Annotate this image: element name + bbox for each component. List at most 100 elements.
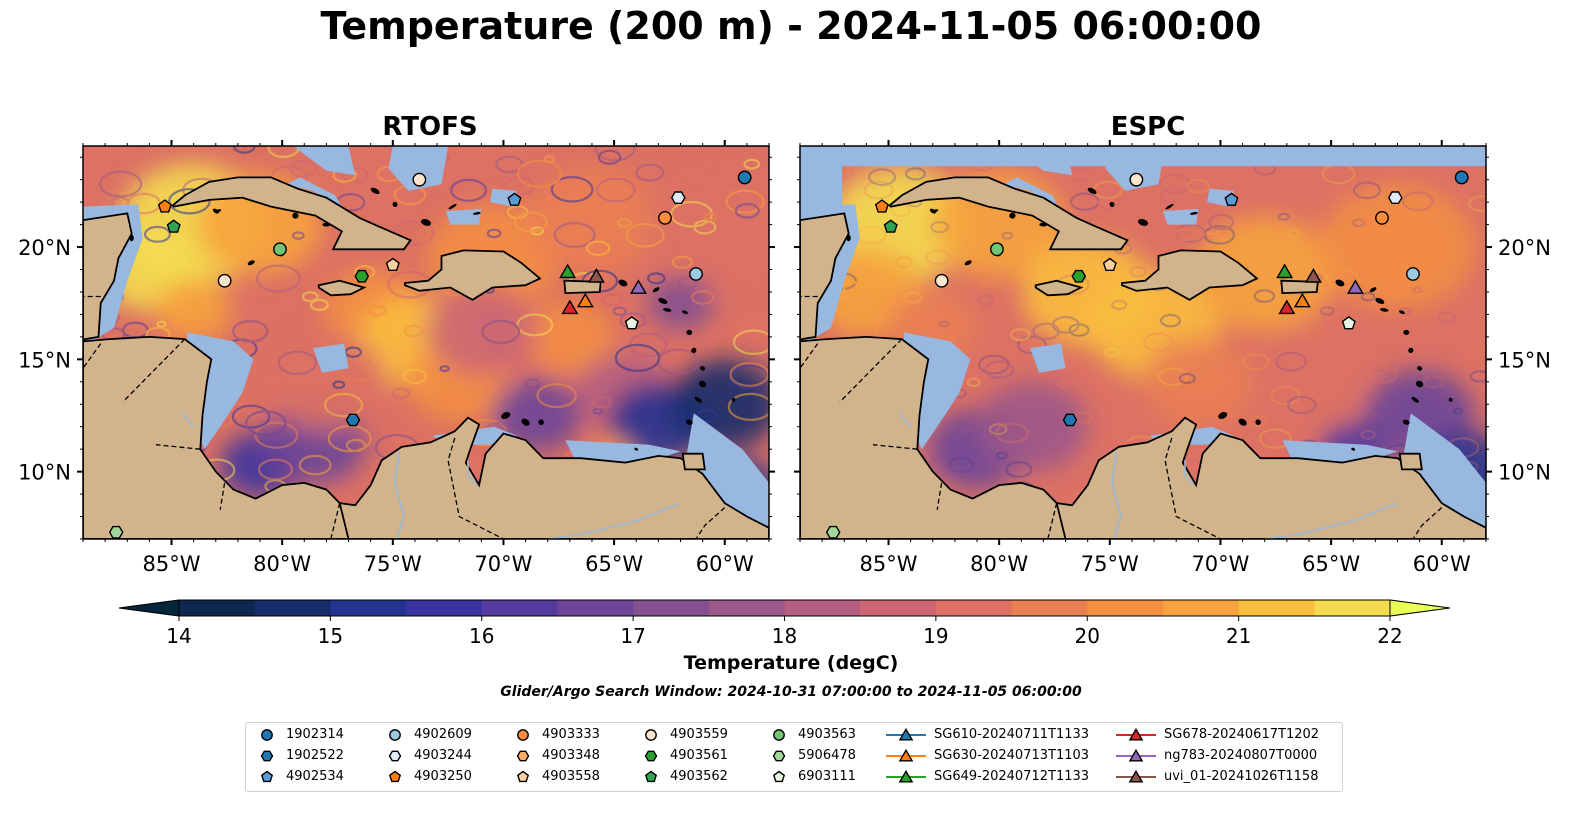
obs-marker	[1375, 210, 1389, 225]
legend-marker-triangle	[1128, 727, 1144, 741]
land-cuba	[171, 176, 412, 251]
obs-marker	[874, 199, 889, 213]
legend-label: 4903558	[542, 769, 600, 784]
legend-label: 1902314	[286, 727, 344, 742]
figure-title: Temperature (200 m) - 2024-11-05 06:00:0…	[320, 4, 1262, 48]
legend-marker-circle	[517, 729, 529, 741]
legend-swatch	[886, 748, 926, 762]
colorbar-tick-label: 17	[620, 624, 645, 648]
land-yucatan	[83, 212, 133, 343]
colorbar-segment	[1314, 600, 1391, 616]
temperature-patch	[977, 381, 1088, 472]
colorbar-tick-label: 22	[1377, 624, 1402, 648]
espc-map-panel: 85°W 80°W 75°W 70°W 65°W 60°W 20°N 15°N 10°N	[794, 140, 1551, 576]
temperature-patch	[1143, 336, 1254, 427]
obs-marker	[1341, 316, 1356, 330]
colorbar-segment	[557, 600, 634, 616]
temperature-patch	[525, 166, 659, 274]
land-areas	[800, 176, 1486, 539]
colorbar-segment	[860, 600, 937, 616]
legend-swatch	[260, 750, 274, 762]
legend-marker-hexagon	[260, 750, 274, 762]
lon-tick-label: 85°W	[143, 552, 201, 576]
legend-swatch	[644, 770, 658, 783]
obs-marker	[670, 191, 686, 205]
obs-marker	[273, 242, 287, 257]
obs-marker	[561, 299, 579, 315]
colorbar-under-arrow	[118, 599, 180, 617]
lat-tick-label: 10°N	[1498, 461, 1551, 485]
obs-marker	[658, 210, 672, 225]
espc-panel-title: ESPC	[1110, 112, 1186, 142]
lat-tick-label: 15°N	[1498, 348, 1551, 372]
obs-marker	[629, 279, 647, 294]
lon-tick-label: 70°W	[1191, 552, 1249, 576]
colorbar-tick-label: 14	[166, 624, 191, 648]
legend-swatch	[645, 729, 657, 741]
lat-tick-label: 15°N	[18, 348, 71, 372]
temperature-patch	[1320, 184, 1475, 310]
obs-marker	[883, 219, 898, 233]
colorbar-tick-label: 21	[1226, 624, 1251, 648]
land-trinidad	[681, 452, 706, 471]
legend-label: ng783-20240807T0000	[1164, 748, 1318, 763]
colorbar-segment	[935, 600, 1013, 616]
obs-marker	[559, 263, 577, 279]
obs-marker	[1224, 192, 1239, 206]
legend-swatch	[517, 729, 529, 741]
lat-tick-label: 20°N	[1498, 236, 1551, 260]
colorbar-label: Temperature (degC)	[683, 652, 899, 674]
temperature-patch	[647, 276, 714, 331]
land-cuba	[888, 176, 1129, 251]
obs-marker	[1071, 269, 1087, 283]
legend-label: 4903563	[798, 727, 856, 742]
rtofs-map-panel: 85°W 80°W 75°W 70°W 65°W 60°W 20°N 15°N 10°N	[18, 140, 775, 576]
obs-marker	[385, 257, 400, 271]
legend-swatch	[389, 729, 401, 741]
legend-swatch	[516, 770, 530, 783]
legend-marker-pentagon	[772, 770, 786, 783]
temperature-patch	[426, 285, 537, 375]
legend-swatch	[261, 729, 273, 741]
obs-marker	[412, 172, 427, 187]
legend-swatch	[644, 750, 658, 762]
lon-tick-label: 75°W	[1081, 552, 1139, 576]
legend-label: 5906478	[798, 748, 856, 763]
legend-marker-pentagon	[516, 770, 530, 783]
lon-tick-label: 65°W	[1302, 552, 1360, 576]
obs-marker	[1102, 257, 1117, 271]
legend-swatch	[1116, 769, 1156, 783]
legend-label: 4903559	[670, 727, 728, 742]
colorbar-segment	[1238, 600, 1315, 616]
legend-swatch	[516, 750, 530, 762]
obs-marker	[737, 170, 752, 185]
obs-marker	[1278, 299, 1296, 315]
colorbar-segment	[254, 600, 331, 616]
colorbar-segment	[633, 600, 710, 616]
obs-marker	[1129, 172, 1144, 187]
obs-marker	[990, 242, 1004, 257]
colorbar-tick-label: 20	[1075, 624, 1100, 648]
legend-marker-hexagon	[772, 750, 786, 762]
search-window-note: Glider/Argo Search Window: 2024-10-31 07…	[500, 684, 1082, 700]
legend-marker-triangle	[898, 748, 914, 762]
lon-tick-label: 85°W	[860, 552, 918, 576]
legend-swatch	[773, 729, 785, 741]
lon-tick-label: 80°W	[970, 552, 1028, 576]
legend-swatch	[772, 750, 786, 762]
lat-tick-label: 10°N	[18, 461, 71, 485]
axis-ticks	[794, 140, 1492, 545]
legend-swatch	[886, 769, 926, 783]
legend-marker-hexagon	[388, 750, 402, 762]
colorbar-tick-label: 18	[772, 624, 797, 648]
legend-label: SG649-20240712T1133	[934, 769, 1090, 784]
obs-marker	[576, 292, 594, 308]
obs-marker	[1387, 191, 1403, 205]
legend-swatch	[886, 727, 926, 741]
rivers	[181, 412, 681, 539]
obs-marker	[1062, 413, 1078, 427]
colorbar-segment	[406, 600, 483, 616]
legend-swatch	[388, 770, 402, 783]
temperature-patch	[492, 379, 581, 452]
obs-marker	[108, 525, 124, 539]
